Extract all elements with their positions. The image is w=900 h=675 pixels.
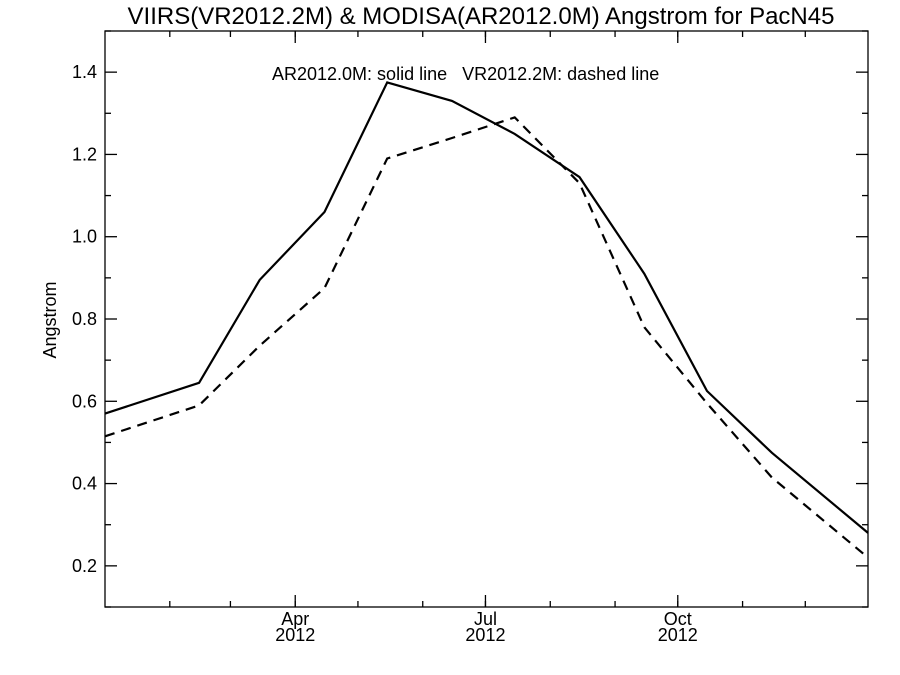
x-tick-label-year: 2012 [465,625,505,645]
x-tick-label-month: Jul [474,609,497,629]
axis-ticks [105,30,868,608]
data-series [104,81,869,559]
chart-title: VIIRS(VR2012.2M) & MODISA(AR2012.0M) Ang… [128,3,835,30]
y-tick-label: 0.4 [72,474,97,494]
y-tick-label: 0.8 [72,309,97,329]
y-tick-label: 1.2 [72,144,97,164]
series-line-solid [104,81,869,534]
y-tick-label: 1.0 [72,227,97,247]
line-style-legend: AR2012.0M: solid line VR2012.2M: dashed … [272,64,659,84]
x-tick-label-month: Oct [664,609,692,629]
series-line-dashed [104,116,869,559]
x-tick-label-year: 2012 [658,625,698,645]
x-tick-label-year: 2012 [275,625,315,645]
y-tick-label: 0.6 [72,391,97,411]
plot-frame [104,30,869,608]
y-tick-label: 0.2 [72,556,97,576]
axis-tick-labels: 0.20.40.60.81.01.21.4Apr2012Jul2012Oct20… [72,62,698,645]
y-axis-label: Angstrom [40,281,60,358]
y-tick-label: 1.4 [72,62,97,82]
x-tick-label-month: Apr [281,609,309,629]
